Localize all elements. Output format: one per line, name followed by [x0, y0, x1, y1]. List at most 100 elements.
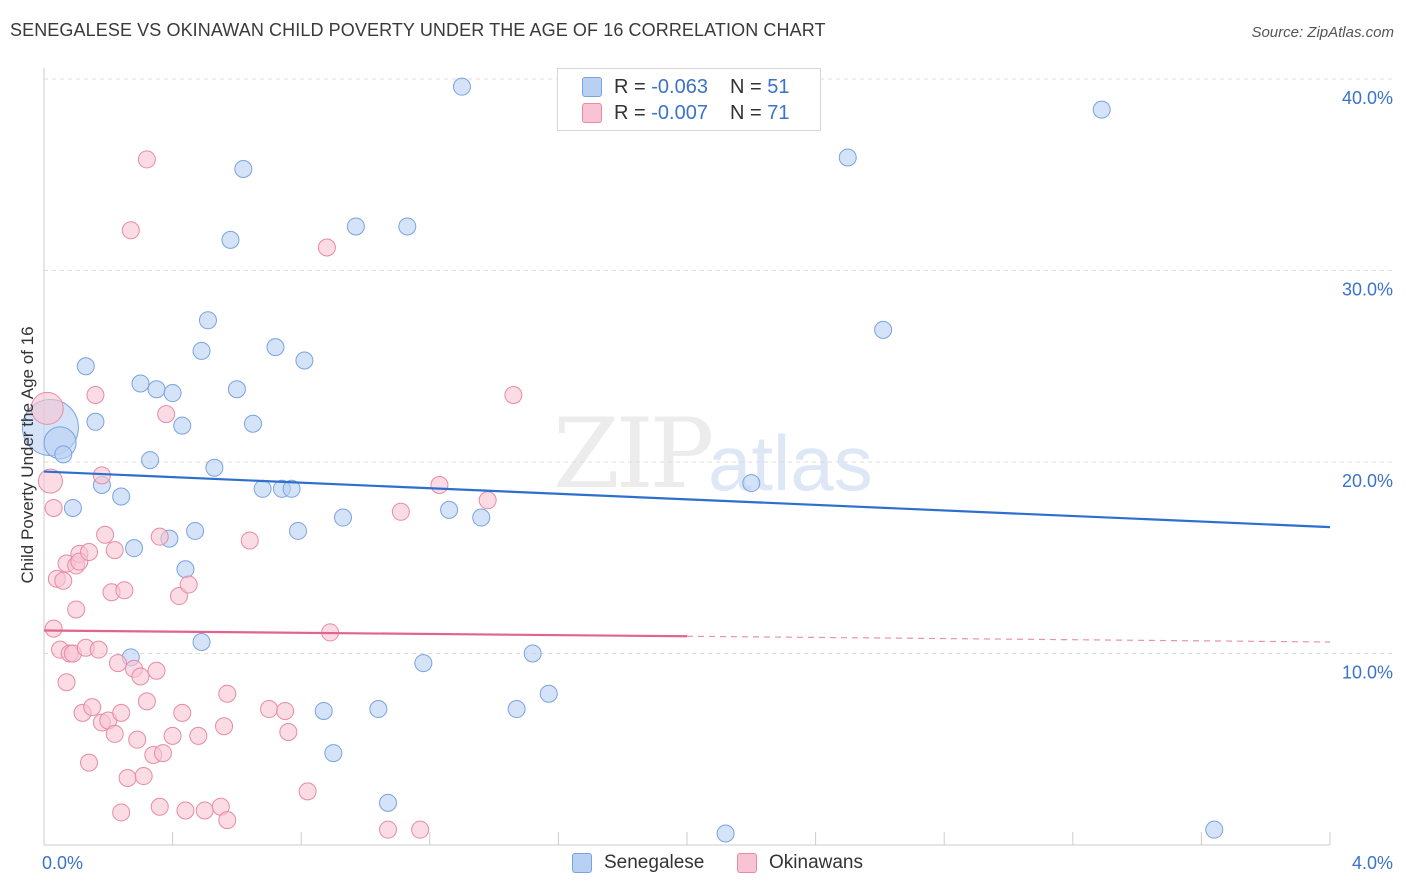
point-senegalese [192, 341, 211, 360]
point-senegalese [333, 508, 352, 527]
point-okinawans [67, 600, 86, 619]
point-senegalese [472, 508, 491, 527]
point-senegalese [288, 521, 307, 540]
legend-swatch-senegalese [582, 77, 602, 97]
point-okinawans [170, 587, 189, 606]
point-okinawans [147, 661, 166, 680]
point-senegalese [173, 416, 192, 435]
point-senegalese [266, 338, 285, 357]
trend-line-senegalese [43, 470, 1331, 529]
point-senegalese [452, 77, 471, 96]
point-okinawans [89, 640, 108, 659]
x-tick-label: 0.0% [42, 853, 83, 873]
point-okinawans [195, 801, 214, 820]
point-okinawans [44, 498, 63, 517]
point-okinawans [504, 385, 523, 404]
point-okinawans [173, 703, 192, 722]
point-senegalese [234, 160, 253, 179]
point-okinawans [157, 405, 176, 424]
series-legend: Senegalese Okinawans [0, 852, 1406, 878]
point-senegalese [198, 311, 217, 330]
point-okinawans [86, 385, 105, 404]
point-senegalese [243, 414, 262, 433]
point-okinawans [379, 820, 398, 839]
point-senegalese [54, 445, 73, 464]
point-senegalese [346, 217, 365, 236]
point-okinawans [150, 797, 169, 816]
y-tick-label: 20.0% [1342, 471, 1393, 491]
point-okinawans [131, 667, 150, 686]
point-senegalese [379, 793, 398, 812]
point-senegalese [398, 217, 417, 236]
point-okinawans [115, 581, 134, 600]
point-okinawans [240, 531, 259, 550]
point-okinawans [391, 502, 410, 521]
legend-n-value: 51 [767, 75, 790, 98]
source-label: Source: ZipAtlas.com [1251, 24, 1394, 41]
point-okinawans [411, 820, 430, 839]
point-okinawans [37, 468, 63, 494]
point-senegalese [414, 654, 433, 673]
point-senegalese [716, 824, 735, 843]
y-tick-label: 40.0% [1342, 88, 1393, 108]
x-tick-label: 4.0% [1352, 853, 1393, 873]
legend-n-value: 71 [767, 101, 790, 124]
point-senegalese [523, 644, 542, 663]
point-okinawans [179, 575, 198, 594]
point-okinawans [176, 801, 195, 820]
chart-title: SENEGALESE VS OKINAWAN CHILD POVERTY UND… [10, 20, 826, 40]
point-okinawans [30, 391, 64, 425]
point-okinawans [276, 701, 295, 720]
y-tick-label: 30.0% [1342, 280, 1393, 300]
point-okinawans [118, 768, 137, 787]
y-tick-label: 10.0% [1342, 663, 1393, 683]
point-okinawans [137, 692, 156, 711]
point-senegalese [507, 700, 526, 719]
point-okinawans [80, 543, 99, 562]
legend-r-label: R = [614, 75, 646, 98]
point-okinawans [189, 726, 208, 745]
point-okinawans [57, 673, 76, 692]
point-senegalese [125, 539, 144, 558]
point-senegalese [324, 744, 343, 763]
point-okinawans [218, 811, 237, 830]
point-senegalese [253, 479, 272, 498]
legend-label-okinawans: Okinawans [769, 852, 863, 873]
y-axis-label: Child Poverty Under the Age of 16 [18, 326, 37, 584]
point-senegalese [76, 357, 95, 376]
point-okinawans [215, 717, 234, 736]
point-okinawans [83, 698, 102, 717]
legend-n-label: N = [729, 101, 762, 124]
legend-item-senegalese[interactable]: Senegalese [572, 852, 704, 874]
point-senegalese [295, 351, 314, 370]
point-senegalese [63, 498, 82, 517]
point-senegalese [440, 500, 459, 519]
point-senegalese [147, 380, 166, 399]
legend-r-value: -0.063 [651, 75, 708, 98]
point-okinawans [121, 221, 140, 240]
point-senegalese [86, 412, 105, 431]
legend-swatch-okinawans [737, 853, 757, 873]
point-senegalese [874, 320, 893, 339]
point-okinawans [96, 525, 115, 544]
point-okinawans [163, 726, 182, 745]
point-okinawans [137, 150, 156, 169]
point-senegalese [141, 451, 160, 470]
point-okinawans [54, 571, 73, 590]
point-senegalese [282, 479, 301, 498]
point-senegalese [742, 474, 761, 493]
point-senegalese [838, 148, 857, 167]
legend-row-okinawans: R = -0.007 N = 71 [582, 101, 789, 125]
point-senegalese [163, 384, 182, 403]
correlation-legend: R = -0.063 N = 51 R = -0.007 N = 71 [557, 68, 821, 131]
point-okinawans [105, 541, 124, 560]
watermark-atlas: atlas [708, 419, 873, 507]
point-okinawans [80, 753, 99, 772]
legend-item-okinawans[interactable]: Okinawans [737, 852, 863, 874]
point-okinawans [478, 491, 497, 510]
legend-r-label: R = [614, 101, 646, 124]
point-senegalese [221, 230, 240, 249]
point-senegalese [186, 521, 205, 540]
legend-n-label: N = [729, 75, 762, 98]
